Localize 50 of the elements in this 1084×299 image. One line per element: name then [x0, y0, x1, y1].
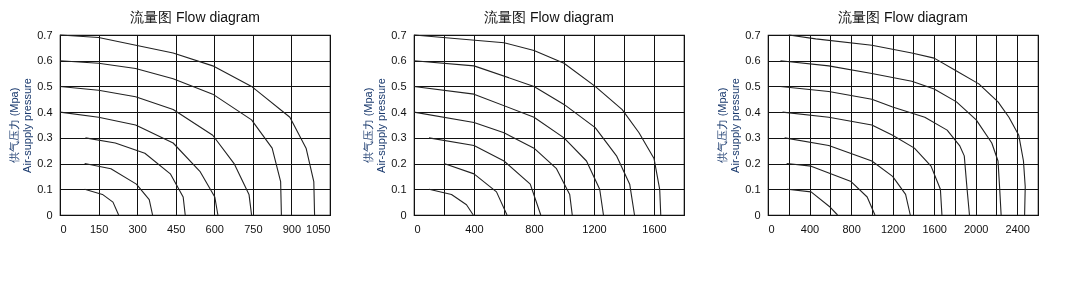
x-tick-label: 750 [244, 222, 263, 235]
y-tick-label: 0.3 [391, 131, 407, 144]
x-tick-label: 1200 [582, 222, 607, 235]
y-tick-label: 0.1 [391, 182, 407, 195]
y-tick-label: 0.5 [391, 79, 407, 92]
y-tick-label: 0.6 [745, 54, 761, 67]
x-tick-label: 0 [768, 222, 775, 235]
y-tick-label: 0.4 [391, 105, 407, 118]
x-tick-label: 800 [525, 222, 544, 235]
x-tick-label: 0 [414, 222, 421, 235]
x-tick-label: 1050 [306, 222, 331, 235]
x-tick-label: 150 [89, 222, 109, 235]
y-tick-label: 0.4 [745, 105, 761, 118]
x-tick-label: 400 [800, 222, 820, 235]
y-axis-title: 供气压力 (Mpa) Air-supply pressure [716, 78, 742, 173]
x-tick-label: 600 [205, 222, 224, 235]
y-tick-label: 0.3 [37, 131, 53, 144]
x-tick-label: 0 [60, 222, 67, 235]
chart-title: 流量图 Flow diagram [130, 9, 260, 25]
y-tick-label: 0.2 [391, 157, 407, 170]
y-tick-label: 0.3 [745, 131, 761, 144]
x-tick-label: 1200 [880, 222, 906, 235]
y-axis-title: 供气压力 (Mpa) Air-supply pressure [8, 78, 34, 173]
y-tick-label: 0.6 [391, 54, 407, 67]
y-tick-label: 0.5 [37, 79, 53, 92]
y-tick-label: 0.7 [391, 28, 407, 41]
y-tick-label: 0.7 [37, 28, 53, 41]
chart-title: 流量图 Flow diagram [838, 9, 968, 25]
y-tick-label: 0 [400, 208, 407, 221]
y-tick-label: 0.6 [37, 54, 53, 67]
x-tick-label: 1600 [642, 222, 667, 235]
x-tick-label: 1600 [922, 222, 947, 235]
x-tick-label: 2000 [963, 222, 989, 235]
y-tick-label: 0.5 [745, 79, 761, 92]
y-axis-title: 供气压力 (Mpa) Air-supply pressure [362, 78, 388, 173]
x-tick-label: 300 [128, 222, 147, 235]
y-tick-label: 0.2 [745, 157, 761, 170]
x-tick-label: 400 [465, 222, 484, 235]
y-tick-label: 0 [754, 208, 761, 221]
y-tick-label: 0.7 [745, 28, 761, 41]
y-tick-label: 0.1 [37, 182, 53, 195]
y-tick-label: 0.1 [745, 182, 761, 195]
y-tick-label: 0 [46, 208, 53, 221]
y-tick-label: 0.4 [37, 105, 53, 118]
x-tick-label: 900 [282, 222, 302, 235]
y-tick-label: 0.2 [37, 157, 53, 170]
x-tick-label: 450 [167, 222, 186, 235]
chart-title: 流量图 Flow diagram [484, 9, 614, 25]
x-tick-label: 800 [842, 222, 861, 235]
x-tick-label: 2400 [1005, 222, 1030, 235]
